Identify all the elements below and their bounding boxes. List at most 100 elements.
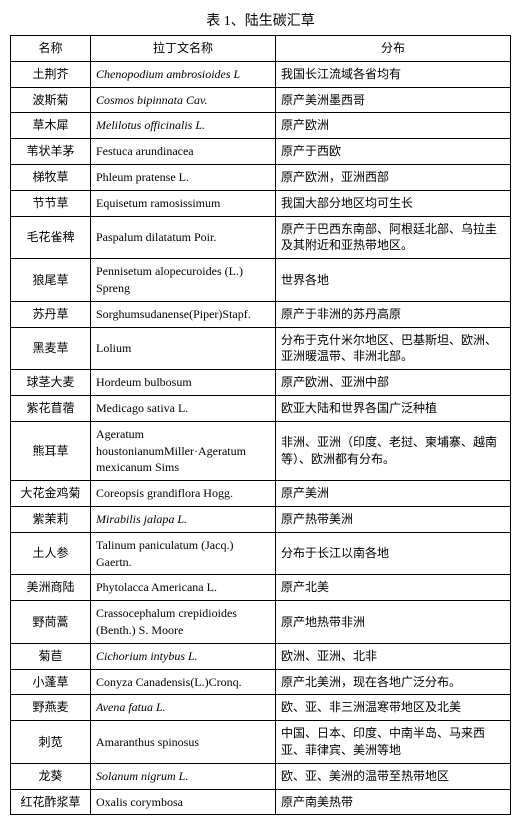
cell-name: 球茎大麦: [11, 370, 91, 396]
table-row: 紫茉莉Mirabilis jalapa L.原产热带美洲: [11, 506, 511, 532]
table-row: 黑麦草Lolium分布于克什米尔地区、巴基斯坦、欧洲、亚洲暖温带、非洲北部。: [11, 327, 511, 370]
cell-dist: 原产美洲: [276, 481, 511, 507]
cell-name: 紫花苜蓿: [11, 395, 91, 421]
cell-latin: Conyza Canadensis(L.)Cronq.: [91, 669, 276, 695]
header-latin: 拉丁文名称: [91, 36, 276, 62]
cell-name: 土人参: [11, 532, 91, 575]
cell-dist: 分布于克什米尔地区、巴基斯坦、欧洲、亚洲暖温带、非洲北部。: [276, 327, 511, 370]
cell-name: 狼尾草: [11, 259, 91, 302]
cell-name: 土荆芥: [11, 61, 91, 87]
cell-dist: 原产南美热带: [276, 789, 511, 815]
cell-name: 毛花雀稗: [11, 216, 91, 259]
cell-dist: 原产于非洲的苏丹高原: [276, 301, 511, 327]
table-row: 狼尾草Pennisetum alopecuroides (L.) Spreng世…: [11, 259, 511, 302]
cell-name: 苏丹草: [11, 301, 91, 327]
cell-dist: 原产地热带非洲: [276, 601, 511, 644]
cell-dist: 原产于西欧: [276, 139, 511, 165]
cell-latin: Crassocephalum crepidioides (Benth.) S. …: [91, 601, 276, 644]
table-row: 龙葵Solanum nigrum L.欧、亚、美洲的温带至热带地区: [11, 763, 511, 789]
table-row: 草木犀Melilotus officinalis L.原产欧洲: [11, 113, 511, 139]
cell-dist: 原产欧洲，亚洲西部: [276, 164, 511, 190]
cell-dist: 原产热带美洲: [276, 506, 511, 532]
cell-dist: 欧、亚、美洲的温带至热带地区: [276, 763, 511, 789]
cell-dist: 非洲、亚洲（印度、老挝、柬埔寨、越南等）、欧洲都有分布。: [276, 421, 511, 480]
table-row: 苏丹草Sorghumsudanense(Piper)Stapf.原产于非洲的苏丹…: [11, 301, 511, 327]
table-row: 菊苣Cichorium intybus L.欧洲、亚洲、北非: [11, 643, 511, 669]
cell-name: 梯牧草: [11, 164, 91, 190]
cell-latin: Festuca arundinacea: [91, 139, 276, 165]
table-row: 波斯菊Cosmos bipinnata Cav.原产美洲墨西哥: [11, 87, 511, 113]
cell-name: 红花酢浆草: [11, 789, 91, 815]
cell-latin: Solanum nigrum L.: [91, 763, 276, 789]
table-row: 野茼蒿Crassocephalum crepidioides (Benth.) …: [11, 601, 511, 644]
cell-name: 苇状羊茅: [11, 139, 91, 165]
table-row: 野燕麦Avena fatua L.欧、亚、非三洲温寒带地区及北美: [11, 695, 511, 721]
cell-name: 菊苣: [11, 643, 91, 669]
cell-name: 大花金鸡菊: [11, 481, 91, 507]
cell-name: 美洲商陆: [11, 575, 91, 601]
cell-name: 野茼蒿: [11, 601, 91, 644]
table-row: 毛花雀稗Paspalum dilatatum Poir.原产于巴西东南部、阿根廷…: [11, 216, 511, 259]
cell-latin: Ageratum houstonianumMiller·Ageratum mex…: [91, 421, 276, 480]
table-row: 苇状羊茅Festuca arundinacea原产于西欧: [11, 139, 511, 165]
table-row: 紫花苜蓿Medicago sativa L.欧亚大陆和世界各国广泛种植: [11, 395, 511, 421]
cell-latin: Cosmos bipinnata Cav.: [91, 87, 276, 113]
cell-dist: 我国长江流域各省均有: [276, 61, 511, 87]
cell-dist: 分布于长江以南各地: [276, 532, 511, 575]
cell-name: 草木犀: [11, 113, 91, 139]
cell-latin: Melilotus officinalis L.: [91, 113, 276, 139]
cell-latin: Chenopodium ambrosioides L: [91, 61, 276, 87]
cell-name: 小蓬草: [11, 669, 91, 695]
cell-dist: 原产于巴西东南部、阿根廷北部、乌拉圭及其附近和亚热带地区。: [276, 216, 511, 259]
cell-dist: 欧、亚、非三洲温寒带地区及北美: [276, 695, 511, 721]
cell-latin: Medicago sativa L.: [91, 395, 276, 421]
table-caption: 表 1、陆生碳汇草: [10, 10, 511, 30]
table-row: 红花酢浆草Oxalis corymbosa原产南美热带: [11, 789, 511, 815]
cell-dist: 原产美洲墨西哥: [276, 87, 511, 113]
table-row: 熊耳草Ageratum houstonianumMiller·Ageratum …: [11, 421, 511, 480]
table-row: 梯牧草Phleum pratense L.原产欧洲，亚洲西部: [11, 164, 511, 190]
cell-latin: Phleum pratense L.: [91, 164, 276, 190]
cell-latin: Oxalis corymbosa: [91, 789, 276, 815]
table-row: 球茎大麦Hordeum bulbosum原产欧洲、亚洲中部: [11, 370, 511, 396]
cell-latin: Cichorium intybus L.: [91, 643, 276, 669]
table-header-row: 名称 拉丁文名称 分布: [11, 36, 511, 62]
cell-name: 刺苋: [11, 721, 91, 764]
cell-dist: 原产北美: [276, 575, 511, 601]
table-row: 土荆芥Chenopodium ambrosioides L我国长江流域各省均有: [11, 61, 511, 87]
table-row: 大花金鸡菊Coreopsis grandiflora Hogg.原产美洲: [11, 481, 511, 507]
cell-name: 紫茉莉: [11, 506, 91, 532]
cell-dist: 中国、日本、印度、中南半岛、马来西亚、菲律宾、美洲等地: [276, 721, 511, 764]
cell-latin: Avena fatua L.: [91, 695, 276, 721]
table-row: 刺苋Amaranthus spinosus中国、日本、印度、中南半岛、马来西亚、…: [11, 721, 511, 764]
cell-latin: Coreopsis grandiflora Hogg.: [91, 481, 276, 507]
cell-latin: Hordeum bulbosum: [91, 370, 276, 396]
cell-name: 野燕麦: [11, 695, 91, 721]
cell-name: 龙葵: [11, 763, 91, 789]
cell-latin: Talinum paniculatum (Jacq.) Gaertn.: [91, 532, 276, 575]
cell-latin: Phytolacca Americana L.: [91, 575, 276, 601]
cell-dist: 原产欧洲: [276, 113, 511, 139]
cell-dist: 欧洲、亚洲、北非: [276, 643, 511, 669]
cell-dist: 欧亚大陆和世界各国广泛种植: [276, 395, 511, 421]
cell-latin: Sorghumsudanense(Piper)Stapf.: [91, 301, 276, 327]
cell-latin: Paspalum dilatatum Poir.: [91, 216, 276, 259]
cell-latin: Pennisetum alopecuroides (L.) Spreng: [91, 259, 276, 302]
cell-name: 熊耳草: [11, 421, 91, 480]
cell-name: 节节草: [11, 190, 91, 216]
table-row: 节节草Equisetum ramosissimum我国大部分地区均可生长: [11, 190, 511, 216]
cell-latin: Equisetum ramosissimum: [91, 190, 276, 216]
header-dist: 分布: [276, 36, 511, 62]
carbon-sink-table: 名称 拉丁文名称 分布 土荆芥Chenopodium ambrosioides …: [10, 35, 511, 815]
cell-name: 黑麦草: [11, 327, 91, 370]
cell-name: 波斯菊: [11, 87, 91, 113]
table-row: 美洲商陆Phytolacca Americana L.原产北美: [11, 575, 511, 601]
cell-dist: 世界各地: [276, 259, 511, 302]
cell-latin: Lolium: [91, 327, 276, 370]
cell-dist: 原产北美洲，现在各地广泛分布。: [276, 669, 511, 695]
header-name: 名称: [11, 36, 91, 62]
cell-dist: 我国大部分地区均可生长: [276, 190, 511, 216]
cell-latin: Mirabilis jalapa L.: [91, 506, 276, 532]
table-row: 小蓬草Conyza Canadensis(L.)Cronq.原产北美洲，现在各地…: [11, 669, 511, 695]
cell-latin: Amaranthus spinosus: [91, 721, 276, 764]
